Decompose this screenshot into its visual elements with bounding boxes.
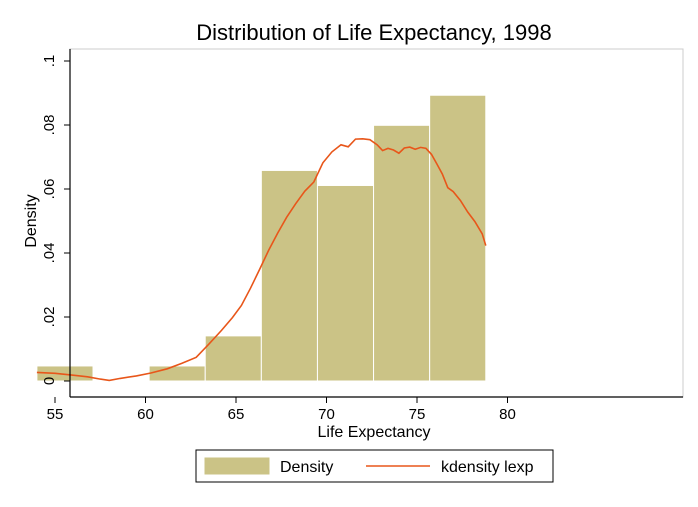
- histogram-bar-4: [204, 335, 262, 382]
- histogram-bar-8: [429, 94, 487, 382]
- y-tick-label: .08: [41, 115, 58, 136]
- legend-label-density: Density: [280, 459, 333, 476]
- x-tick-label: 55: [47, 406, 64, 423]
- x-tick-label: 60: [137, 406, 154, 423]
- x-tick-label: 75: [409, 406, 426, 423]
- y-axis-ticks: 0 .02 .04 .06 .08 .1: [41, 55, 70, 385]
- kdensity-series: [36, 137, 487, 382]
- y-axis-label: Density: [23, 194, 40, 247]
- legend: Density kdensity lexp: [195, 449, 554, 483]
- histogram-bar-7: [373, 124, 431, 382]
- histogram-bars: [36, 94, 487, 382]
- x-axis-ticks: 55 60 65 70 75 80: [47, 397, 516, 423]
- y-tick-label: .1: [41, 55, 58, 68]
- x-axis-label: Life Expectancy: [318, 424, 431, 441]
- histogram-bar-6: [316, 184, 375, 382]
- y-tick-label: .06: [41, 179, 58, 200]
- legend-swatch-density: [203, 456, 271, 476]
- histogram-bar-5: [260, 169, 318, 382]
- x-tick-label: 70: [318, 406, 335, 423]
- y-tick-label: .02: [41, 307, 58, 328]
- y-tick-label: .04: [41, 243, 58, 264]
- kdensity-line: [36, 137, 487, 382]
- legend-label-kdensity: kdensity lexp: [441, 459, 534, 476]
- x-tick-label: 65: [228, 406, 245, 423]
- y-tick-label: 0: [41, 377, 58, 385]
- x-tick-label: 80: [499, 406, 516, 423]
- histogram-bar-3: [148, 365, 206, 382]
- chart-title: Distribution of Life Expectancy, 1998: [196, 20, 551, 45]
